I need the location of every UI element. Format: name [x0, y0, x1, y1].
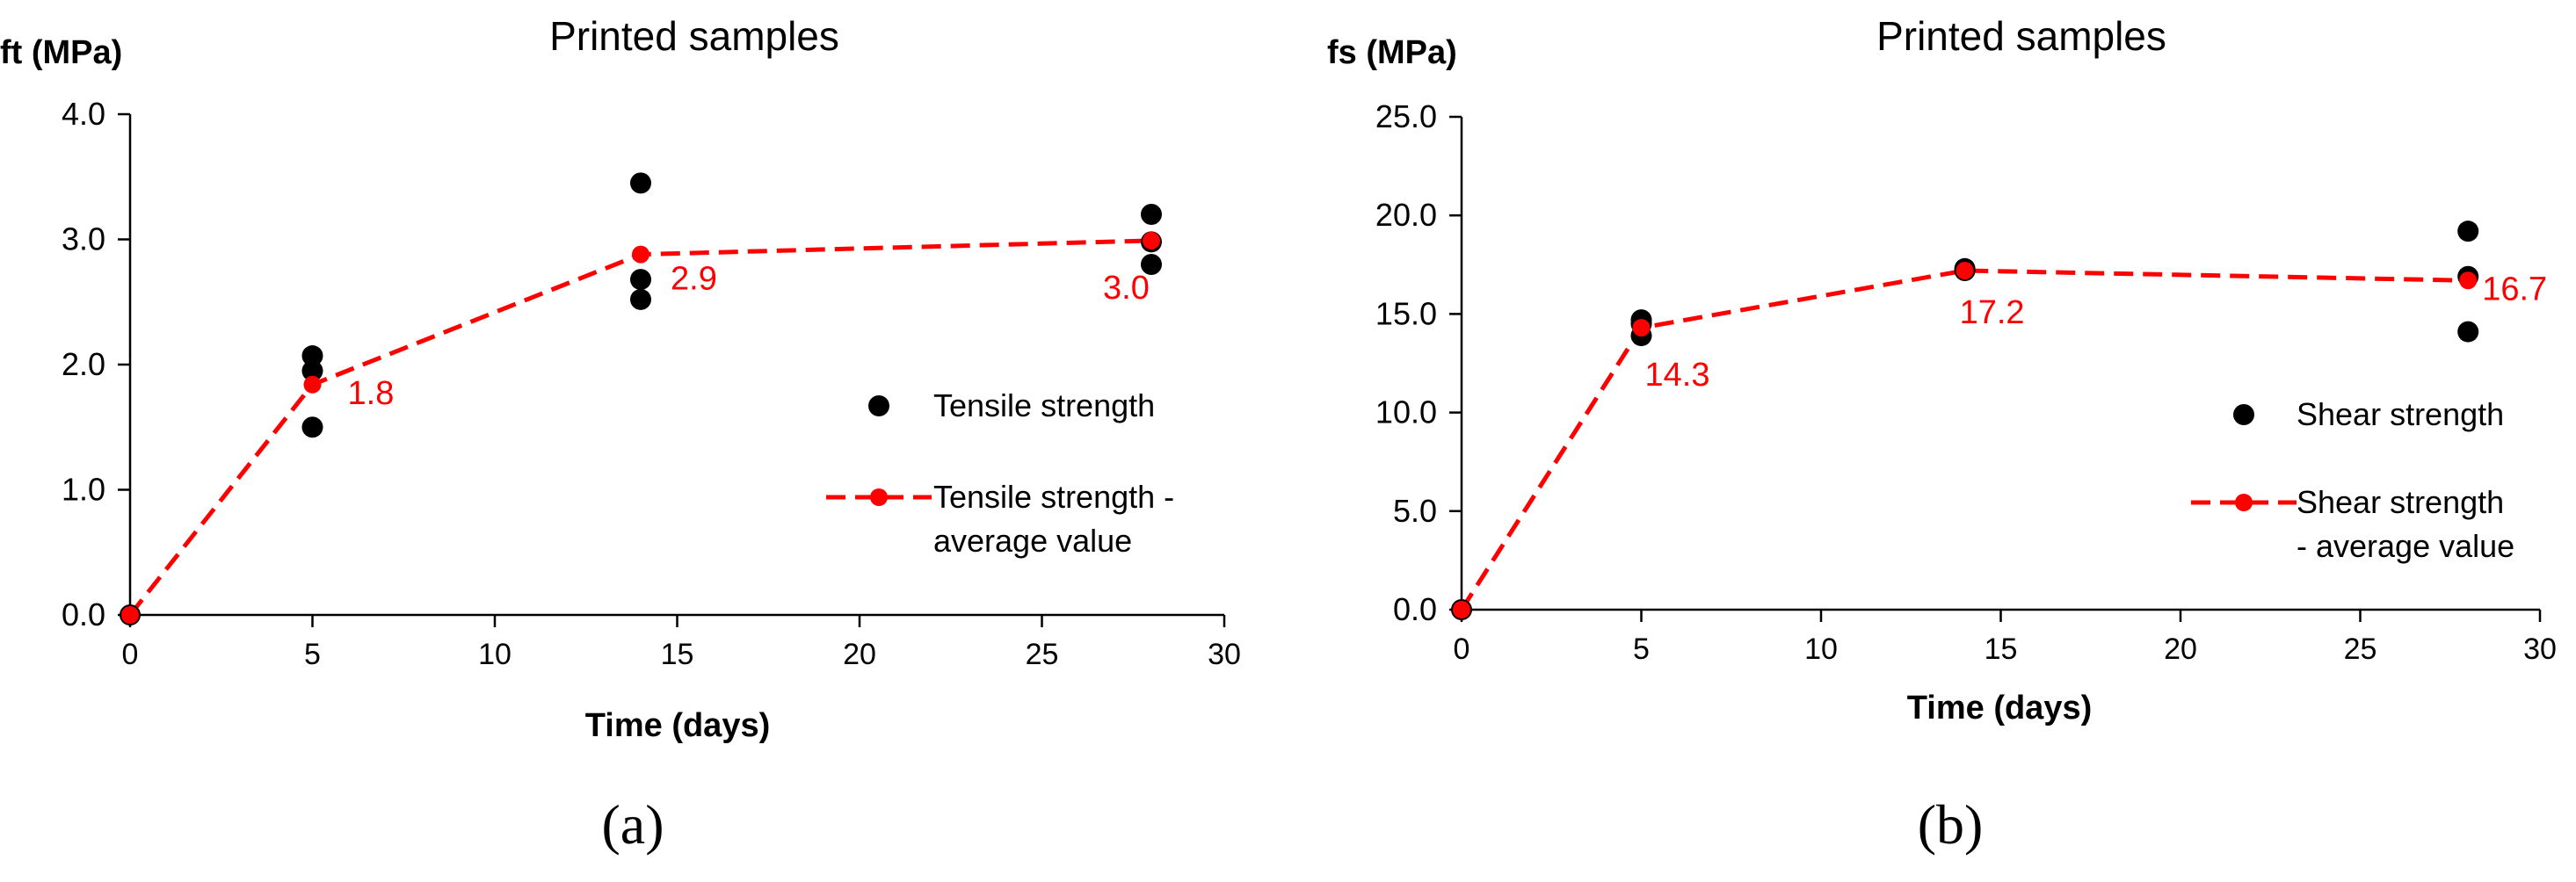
chart-b-legend-label-1-line-0: Shear strength	[2297, 484, 2504, 520]
chart-b-legend-marker-0	[2233, 404, 2254, 425]
chart-a-data-label: 1.8	[348, 375, 395, 412]
chart-b-x-tick-label: 30	[2523, 633, 2557, 666]
chart-b: Printed samples fs (MPa) Time (days) (b)…	[1327, 13, 2557, 856]
chart-a-y-tick-label: 0.0	[62, 596, 105, 633]
chart-a-x-tick-label: 10	[478, 638, 512, 671]
chart-a-y-tick-label: 1.0	[62, 472, 105, 508]
chart-a-measured-point	[630, 269, 651, 290]
chart-a-legend-marker-1	[870, 488, 888, 506]
chart-a-y-tick-label: 2.0	[62, 346, 105, 382]
chart-a-measured-point	[630, 172, 651, 193]
chart-a-average-point	[1143, 232, 1160, 249]
chart-b-x-axis-label: Time (days)	[1907, 690, 2092, 727]
chart-a-x-tick-label: 15	[661, 638, 694, 671]
chart-a-measured-point	[630, 289, 651, 310]
chart-b-data-label: 14.3	[1645, 357, 1710, 394]
chart-b-x-tick-label: 25	[2344, 633, 2377, 666]
chart-a-average-point	[304, 376, 322, 394]
chart-b-y-tick-label: 25.0	[1375, 98, 1437, 134]
chart-b-y-tick-label: 0.0	[1393, 591, 1437, 627]
chart-b-y-tick-label: 20.0	[1375, 197, 1437, 233]
figure: Printed samples ft (MPa) Time (days) (a)…	[0, 0, 2576, 882]
chart-b-x-tick-label: 5	[1633, 633, 1650, 666]
chart-a-x-tick-label: 20	[843, 638, 876, 671]
chart-b-measured-point	[2457, 220, 2478, 242]
chart-a-x-tick-label: 0	[122, 638, 139, 671]
chart-a-y-tick-label: 4.0	[62, 96, 105, 132]
chart-a-measured-point	[302, 416, 323, 437]
chart-a-x-axis-label: Time (days)	[585, 707, 770, 744]
chart-a-measured-point	[1141, 204, 1162, 225]
chart-b-legend-label-0: Shear strength	[2297, 396, 2504, 432]
chart-a-data-label: 3.0	[1103, 270, 1150, 307]
chart-b-x-tick-label: 20	[2164, 633, 2197, 666]
chart-b-x-tick-label: 15	[1985, 633, 2018, 666]
chart-a-data-label: 2.9	[671, 261, 717, 298]
chart-b-data-label: 16.7	[2482, 271, 2547, 307]
chart-b-average-point	[2459, 271, 2477, 289]
chart-b-y-tick-label: 5.0	[1393, 493, 1437, 529]
chart-a-legend-label-0: Tensile strength	[933, 387, 1155, 423]
chart-b-data-label: 17.2	[1960, 294, 2025, 331]
chart-b-y-axis-label: fs (MPa)	[1327, 34, 1457, 71]
chart-a-average-point	[632, 246, 649, 264]
chart-b-panel-label: (b)	[1918, 793, 1984, 856]
chart-a-y-axis-label: ft (MPa)	[0, 34, 122, 71]
chart-b-measured-point	[2457, 322, 2478, 343]
chart-a-x-tick-label: 25	[1026, 638, 1059, 671]
chart-a-x-tick-label: 5	[304, 638, 321, 671]
chart-b-y-tick-label: 15.0	[1375, 295, 1437, 331]
chart-a-legend-label-1-line-0: Tensile strength -	[933, 479, 1174, 515]
chart-a-panel-label: (a)	[601, 793, 664, 856]
chart-b-average-point	[1633, 319, 1651, 336]
chart-a-y-tick-label: 3.0	[62, 221, 105, 257]
chart-a-legend-label-1-line-1: average value	[933, 523, 1132, 559]
chart-b-y-tick-label: 10.0	[1375, 394, 1437, 430]
chart-a: Printed samples ft (MPa) Time (days) (a)…	[0, 13, 1241, 856]
chart-a-legend-marker-0	[868, 395, 889, 416]
chart-a-average-point	[121, 606, 139, 624]
chart-a-title: Printed samples	[549, 13, 839, 59]
chart-b-legend-label-1-line-1: - average value	[2297, 528, 2514, 564]
chart-b-x-tick-label: 10	[1804, 633, 1838, 666]
chart-b-title: Printed samples	[1876, 13, 2166, 59]
chart-b-legend-marker-1	[2235, 494, 2253, 511]
chart-b-x-tick-label: 0	[1454, 633, 1470, 666]
chart-a-x-tick-label: 30	[1208, 638, 1241, 671]
chart-b-average-point	[1453, 601, 1470, 618]
chart-b-average-point	[1956, 262, 1974, 279]
